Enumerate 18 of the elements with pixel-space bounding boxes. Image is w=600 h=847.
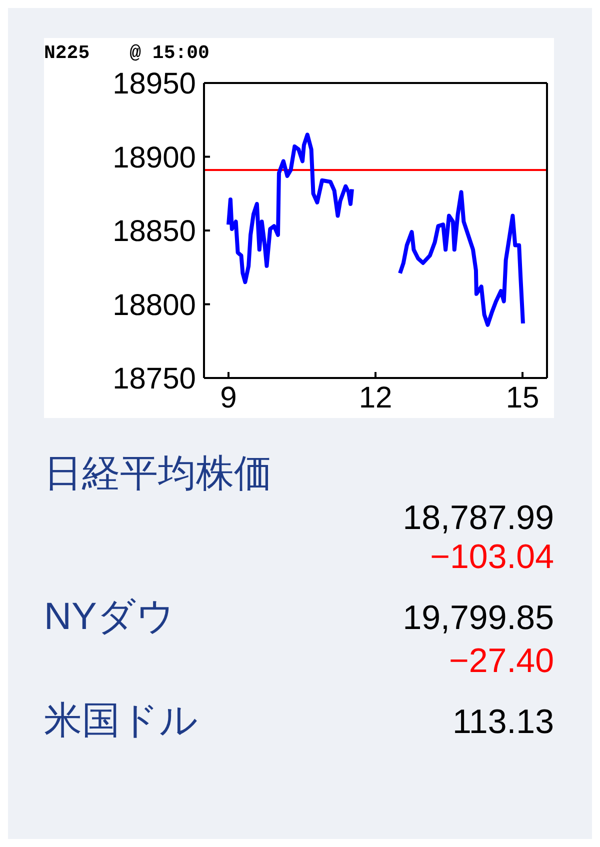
y-tick-label: 18800 [112, 288, 196, 322]
chart-subtitle: @ 15:00 [130, 42, 210, 66]
chart-title: N225 [44, 42, 90, 66]
x-tick-label: 15 [506, 381, 540, 414]
text: −27.40 [448, 642, 554, 681]
x-tick-label: 12 [358, 381, 392, 414]
text: NYダウ [44, 595, 175, 640]
text: −103.04 [429, 538, 554, 577]
y-tick-label: 18900 [112, 141, 196, 174]
x-tick-label: 9 [220, 381, 237, 414]
text: 18,787.99 [402, 499, 554, 538]
text: 19,799.85 [402, 599, 554, 638]
y-tick-label: 18850 [112, 215, 196, 248]
text: 113.13 [452, 703, 554, 742]
y-tick-label: 18750 [112, 362, 196, 396]
text: 日経平均株価 [44, 452, 273, 497]
y-tick-label: 18950 [112, 68, 196, 101]
text: 米国ドル [44, 699, 198, 744]
